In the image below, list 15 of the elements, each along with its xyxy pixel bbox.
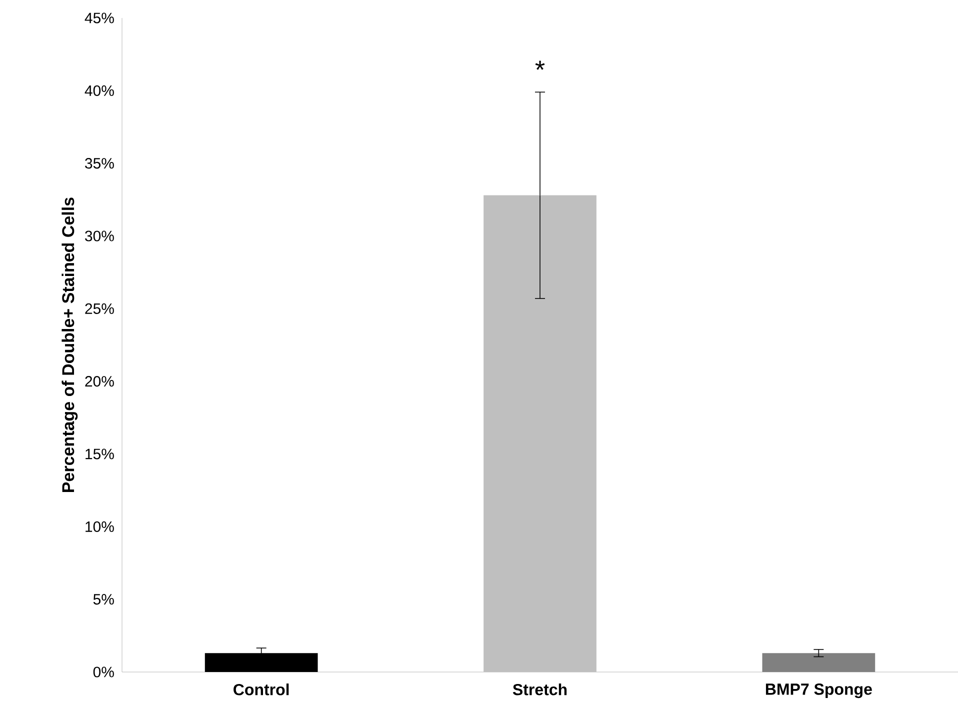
x-tick-label: Control	[234, 684, 289, 696]
y-tick-label: 45%	[84, 12, 114, 24]
y-axis-title: Percentage of Double+ Stained Cells	[62, 198, 78, 492]
y-tick-label: 15%	[86, 448, 114, 460]
y-tick-label: 25%	[85, 303, 114, 314]
y-tick-label: 40%	[84, 85, 114, 96]
y-tick-label: 20%	[85, 376, 114, 387]
x-tick-label: Stretch	[512, 684, 567, 696]
y-tick-label: 0%	[93, 666, 114, 678]
y-tick-label: 35%	[85, 158, 114, 169]
y-tick-label: 5%	[93, 594, 114, 605]
annotation: *	[535, 60, 545, 70]
x-tick-label: BMP7 Sponge	[766, 684, 872, 698]
y-tick-label: 30%	[85, 230, 114, 242]
y-tick-label: 10%	[86, 521, 114, 532]
